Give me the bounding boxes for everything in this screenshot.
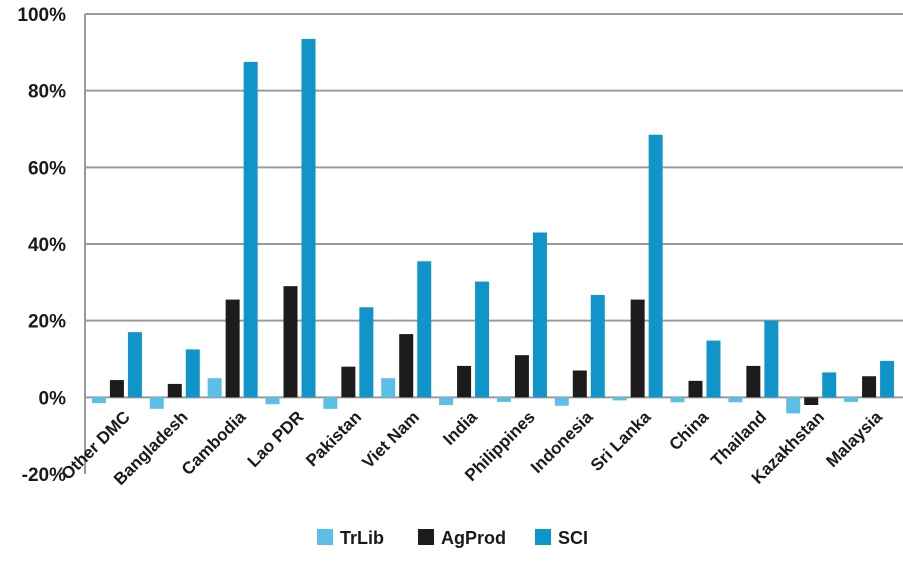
bar-sci-pakistan xyxy=(359,307,374,398)
bar-sci-india xyxy=(475,281,490,398)
legend-swatch-trlib xyxy=(317,529,333,545)
y-tick-label: 40% xyxy=(28,235,66,256)
x-category-label: Malaysia xyxy=(822,407,886,471)
bar-trlib-other-dmc xyxy=(91,397,106,404)
bar-sci-other-dmc xyxy=(127,332,142,398)
x-category-label: Viet Nam xyxy=(358,407,423,472)
x-category-label: Cambodia xyxy=(178,407,250,479)
bar-sci-thailand xyxy=(764,320,779,398)
bar-trlib-pakistan xyxy=(323,397,338,409)
bar-trlib-viet-nam xyxy=(381,378,396,398)
x-category-label: Pakistan xyxy=(302,407,365,470)
bar-trlib-indonesia xyxy=(554,397,569,406)
bar-agprod-malaysia xyxy=(862,376,877,398)
bar-agprod-india xyxy=(457,365,472,398)
legend-swatch-agprod xyxy=(418,529,434,545)
legend-swatch-sci xyxy=(535,529,551,545)
x-category-label: India xyxy=(439,407,481,449)
bar-sci-china xyxy=(706,340,721,398)
legend-label-agprod: AgProd xyxy=(441,528,506,548)
bar-sci-philippines xyxy=(532,232,547,398)
y-tick-label: -20% xyxy=(22,465,66,486)
bar-agprod-kazakhstan xyxy=(804,397,819,405)
x-category-label: Sri Lanka xyxy=(587,407,655,475)
bar-agprod-sri-lanka xyxy=(630,299,645,398)
legend-label-sci: SCI xyxy=(558,528,588,548)
bar-agprod-indonesia xyxy=(572,370,587,398)
bar-sci-indonesia xyxy=(590,294,605,398)
bar-agprod-other-dmc xyxy=(109,380,124,398)
bar-sci-kazakhstan xyxy=(822,372,837,398)
x-category-label: Indonesia xyxy=(527,407,597,477)
bar-sci-sri-lanka xyxy=(648,134,663,398)
x-category-label: China xyxy=(665,407,712,454)
bar-trlib-philippines xyxy=(496,397,511,402)
bar-trlib-malaysia xyxy=(844,397,859,402)
bar-agprod-pakistan xyxy=(341,366,356,398)
legend: TrLib AgProd SCI xyxy=(317,528,588,548)
y-tick-label: 80% xyxy=(28,82,66,103)
bar-sci-malaysia xyxy=(880,360,895,398)
bar-trlib-india xyxy=(439,397,454,405)
bar-agprod-china xyxy=(688,380,703,398)
bar-agprod-bangladesh xyxy=(167,383,182,398)
bar-agprod-viet-nam xyxy=(399,334,414,398)
bar-agprod-lao-pdr xyxy=(283,286,298,398)
legend-label-trlib: TrLib xyxy=(340,528,384,548)
bar-sci-viet-nam xyxy=(417,261,432,398)
bar-trlib-cambodia xyxy=(207,378,222,398)
y-axis-tick-labels: -20% 0% 20% 40% 60% 80% 100% xyxy=(17,5,66,486)
bar-agprod-thailand xyxy=(746,365,761,398)
bar-sci-lao-pdr xyxy=(301,38,316,398)
gridlines xyxy=(85,13,903,399)
bar-trlib-lao-pdr xyxy=(265,397,280,405)
y-tick-label: 0% xyxy=(39,388,67,409)
bar-trlib-kazakhstan xyxy=(786,397,801,414)
bar-trlib-bangladesh xyxy=(149,397,164,409)
y-tick-label: 60% xyxy=(28,158,66,179)
y-tick-label: 100% xyxy=(17,5,66,26)
y-tick-label: 20% xyxy=(28,312,66,333)
x-category-label: Lao PDR xyxy=(244,407,308,471)
bar-trlib-thailand xyxy=(728,397,743,403)
bar-trlib-china xyxy=(670,397,685,403)
bar-agprod-cambodia xyxy=(225,299,240,398)
bar-sci-bangladesh xyxy=(185,349,200,398)
bar-sci-cambodia xyxy=(243,61,258,398)
bars xyxy=(91,38,895,414)
bar-agprod-philippines xyxy=(514,355,529,398)
bar-trlib-sri-lanka xyxy=(612,397,627,401)
